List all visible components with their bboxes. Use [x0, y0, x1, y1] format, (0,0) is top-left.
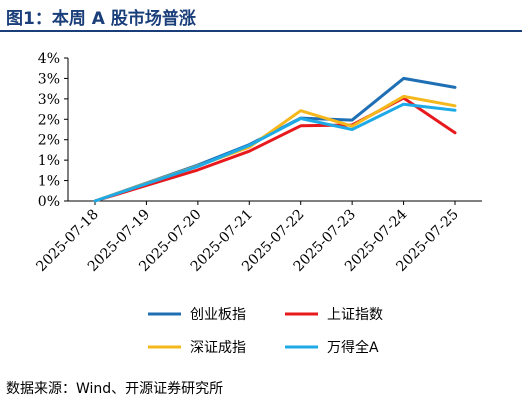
source-note: 数据来源：Wind、开源证券研究所 [6, 381, 224, 397]
y-tick-label: 2% [38, 133, 60, 149]
legend-label: 创业板指 [190, 307, 246, 323]
figure-title: 图1：本周 A 股市场普涨 [6, 9, 196, 29]
y-tick-label: 3% [38, 92, 60, 108]
y-tick-label: 2% [38, 112, 60, 128]
legend-label: 上证指数 [327, 307, 383, 323]
legend-label: 深证成指 [190, 340, 246, 356]
legend-label: 万得全A [327, 339, 379, 356]
y-tick-label: 4% [38, 51, 60, 67]
y-tick-label: 0% [38, 194, 60, 210]
y-tick-label: 1% [38, 153, 60, 169]
y-tick-label: 1% [38, 174, 60, 190]
y-tick-label: 3% [38, 71, 60, 87]
title-bar: 图1：本周 A 股市场普涨 [0, 0, 522, 32]
series-line-2 [93, 96, 457, 203]
line-chart: 0%1%1%2%2%3%3%4%2025-07-182025-07-192025… [33, 51, 482, 356]
series-line-4 [93, 102, 457, 203]
